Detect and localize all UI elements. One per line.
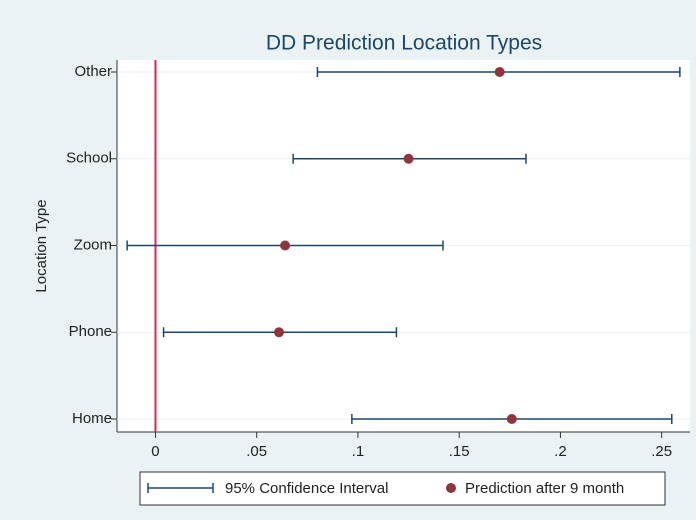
- y-tick-label: Phone: [69, 323, 112, 340]
- prediction-point: [494, 67, 505, 77]
- x-tick-label: .2: [554, 443, 567, 460]
- x-tick-label: .15: [449, 443, 470, 460]
- prediction-point: [273, 327, 284, 338]
- y-tick-label: School: [66, 150, 112, 167]
- legend-point-symbol: [446, 483, 456, 493]
- legend-label: Prediction after 9 month: [465, 480, 624, 497]
- legend-label: 95% Confidence Interval: [225, 480, 388, 497]
- y-tick-label: Home: [72, 410, 112, 427]
- legend: [139, 471, 666, 506]
- x-tick-label: .1: [352, 443, 365, 460]
- x-tick-label: .05: [246, 443, 267, 460]
- prediction-point: [403, 153, 414, 164]
- y-tick-label: Other: [74, 63, 112, 80]
- y-tick-label: Zoom: [74, 236, 112, 253]
- y-axis-label: Location Type: [33, 199, 50, 292]
- chart-title: DD Prediction Location Types: [266, 32, 542, 55]
- x-tick-label: .25: [651, 443, 672, 460]
- prediction-point: [506, 414, 517, 424]
- prediction-point: [280, 240, 291, 251]
- x-tick-label: 0: [151, 443, 159, 460]
